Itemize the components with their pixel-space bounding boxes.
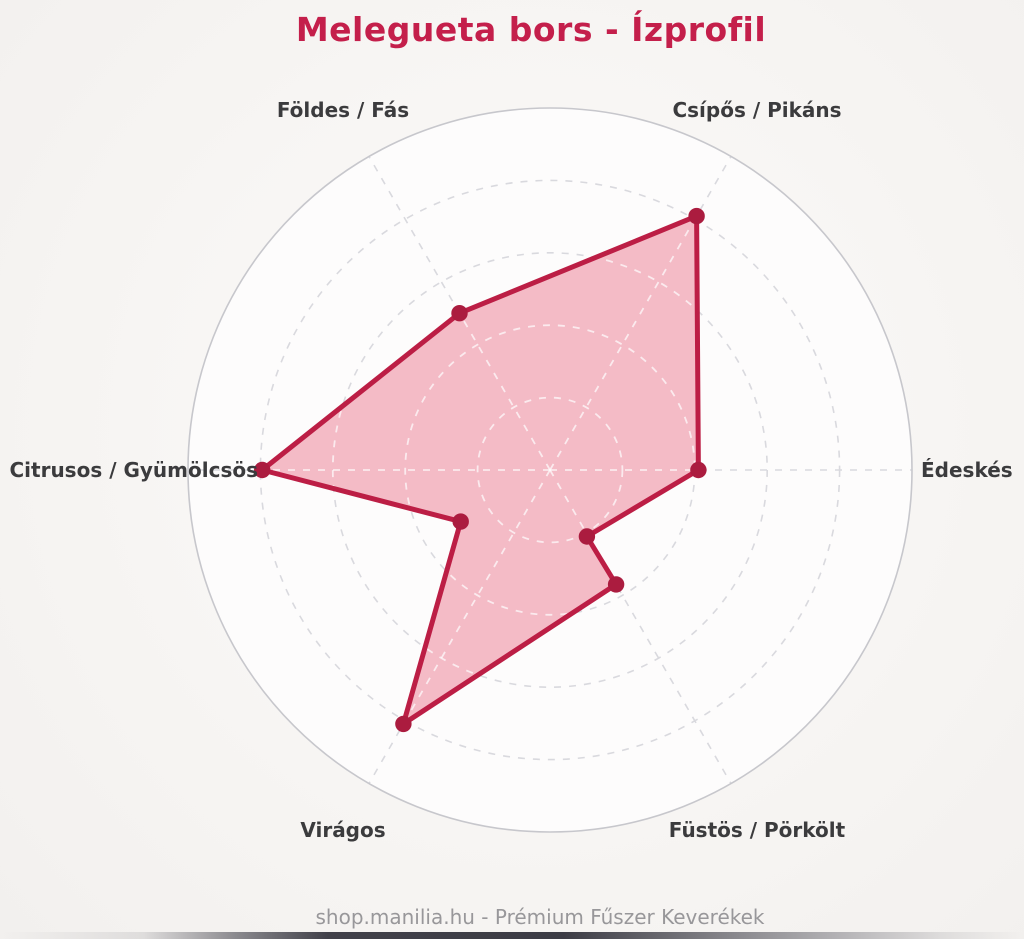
axis-label-csipos-pikans: Csípős / Pikáns <box>672 98 842 122</box>
data-point <box>254 461 271 479</box>
data-point <box>578 528 596 545</box>
axis-label-citrusos-gyumolcsos: Citrusos / Gyümölcsös <box>9 458 258 482</box>
axis-label-edeskes: Édeskés <box>921 458 1013 482</box>
chart-title: Melegueta bors - Ízprofil <box>295 10 767 49</box>
axis-label-fustos-porkolt: Füstös / Pörkölt <box>668 818 846 842</box>
data-point <box>395 715 412 733</box>
outer-ring <box>187 107 913 833</box>
axis-label-foldes-fas: Földes / Fás <box>276 98 410 122</box>
data-polygon-fill <box>262 216 699 724</box>
data-point <box>688 207 705 225</box>
inner-grid-line <box>476 396 624 544</box>
data-point <box>451 305 468 322</box>
grid-ring <box>331 252 768 688</box>
data-point <box>452 513 469 530</box>
data-point <box>607 576 625 593</box>
bottom-edge-bar <box>0 932 1024 939</box>
inner-grid-line <box>368 469 551 724</box>
watermark-text: shop.manilia.hu - Prémium Fűszer Keverék… <box>315 905 765 929</box>
inner-grid-line <box>549 216 699 471</box>
axis-label-viragos: Virágos <box>300 818 386 842</box>
data-point <box>690 461 707 479</box>
